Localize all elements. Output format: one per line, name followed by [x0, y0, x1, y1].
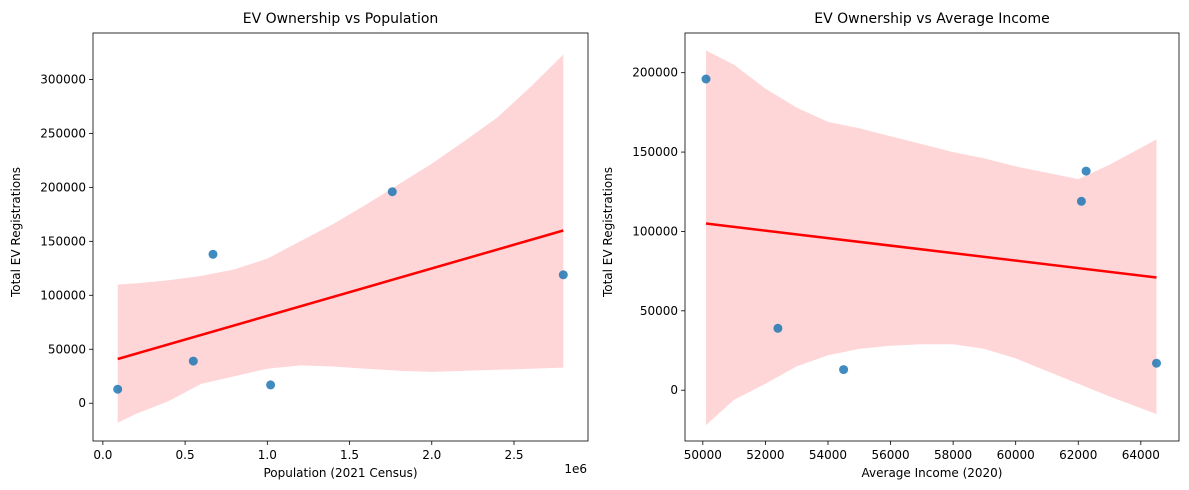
y-tick-label: 200000	[40, 180, 86, 194]
x-tick-label: 2.5	[504, 448, 523, 462]
x-tick-label: 60000	[997, 448, 1035, 462]
regression-line	[117, 229, 564, 361]
y-tick-label: 100000	[632, 224, 678, 238]
x-tick-label: 0.5	[176, 448, 195, 462]
x-tick-label: 62000	[1059, 448, 1097, 462]
y-tick-label: 150000	[632, 145, 678, 159]
chart-title: EV Ownership vs Average Income	[814, 11, 1049, 27]
data-point	[701, 74, 711, 84]
data-point	[1152, 358, 1161, 368]
x-tick-label: 2.0	[422, 448, 441, 462]
data-point	[208, 249, 218, 259]
x-tick-label: 1.0	[258, 448, 277, 462]
y-tick-label: 150000	[40, 234, 86, 248]
y-tick-label: 50000	[48, 342, 86, 356]
axes-frame	[684, 32, 1180, 442]
data-point	[387, 187, 397, 197]
data-point	[1076, 196, 1086, 206]
y-tick-label: 250000	[40, 126, 86, 140]
data-point	[839, 365, 849, 375]
x-tick-label: 58000	[934, 448, 972, 462]
y-tick-label: 0	[670, 383, 678, 397]
y-tick-label: 0	[78, 396, 86, 410]
data-point	[773, 323, 783, 333]
data-point	[266, 380, 276, 390]
x-tick-label: 54000	[809, 448, 847, 462]
axes-frame	[92, 32, 589, 442]
y-axis-label: Total EV Registrations	[601, 167, 615, 298]
x-tick-label: 64000	[1122, 448, 1160, 462]
confidence-band	[117, 54, 564, 423]
y-axis-label: Total EV Registrations	[9, 167, 23, 298]
regression-line	[705, 222, 1157, 279]
chart-income: EV Ownership vs Average Income 50000 5200…	[601, 11, 1180, 480]
x-tick-label: 50000	[684, 448, 722, 462]
plot-area: 0.0 0.5 1.0 1.5 2.0 2.5 0 50000 100000 150000 2000…	[40, 32, 589, 462]
y-tick-label: 300000	[40, 72, 86, 86]
data-point	[1081, 166, 1091, 176]
x-axis-label: Average Income (2020)	[862, 466, 1003, 480]
x-tick-label: 52000	[746, 448, 784, 462]
x-axis-offset-label: 1e6	[564, 462, 587, 476]
x-tick-label: 1.5	[340, 448, 359, 462]
chart-population: EV Ownership vs Population 0.0 0.5 1.0 1.5 2…	[9, 11, 589, 480]
data-point	[188, 356, 198, 366]
data-point	[558, 270, 568, 280]
y-tick-label: 200000	[632, 66, 678, 80]
x-tick-label: 0.0	[93, 448, 112, 462]
y-tick-label: 50000	[640, 304, 678, 318]
x-tick-label: 56000	[871, 448, 909, 462]
x-axis-label: Population (2021 Census)	[263, 466, 417, 480]
chart-title: EV Ownership vs Population	[243, 11, 439, 27]
plot-area: 50000 52000 54000 56000 58000 60000 62000 64000…	[632, 32, 1180, 462]
confidence-band	[706, 50, 1157, 426]
data-point	[113, 384, 123, 394]
y-tick-label: 100000	[40, 288, 86, 302]
